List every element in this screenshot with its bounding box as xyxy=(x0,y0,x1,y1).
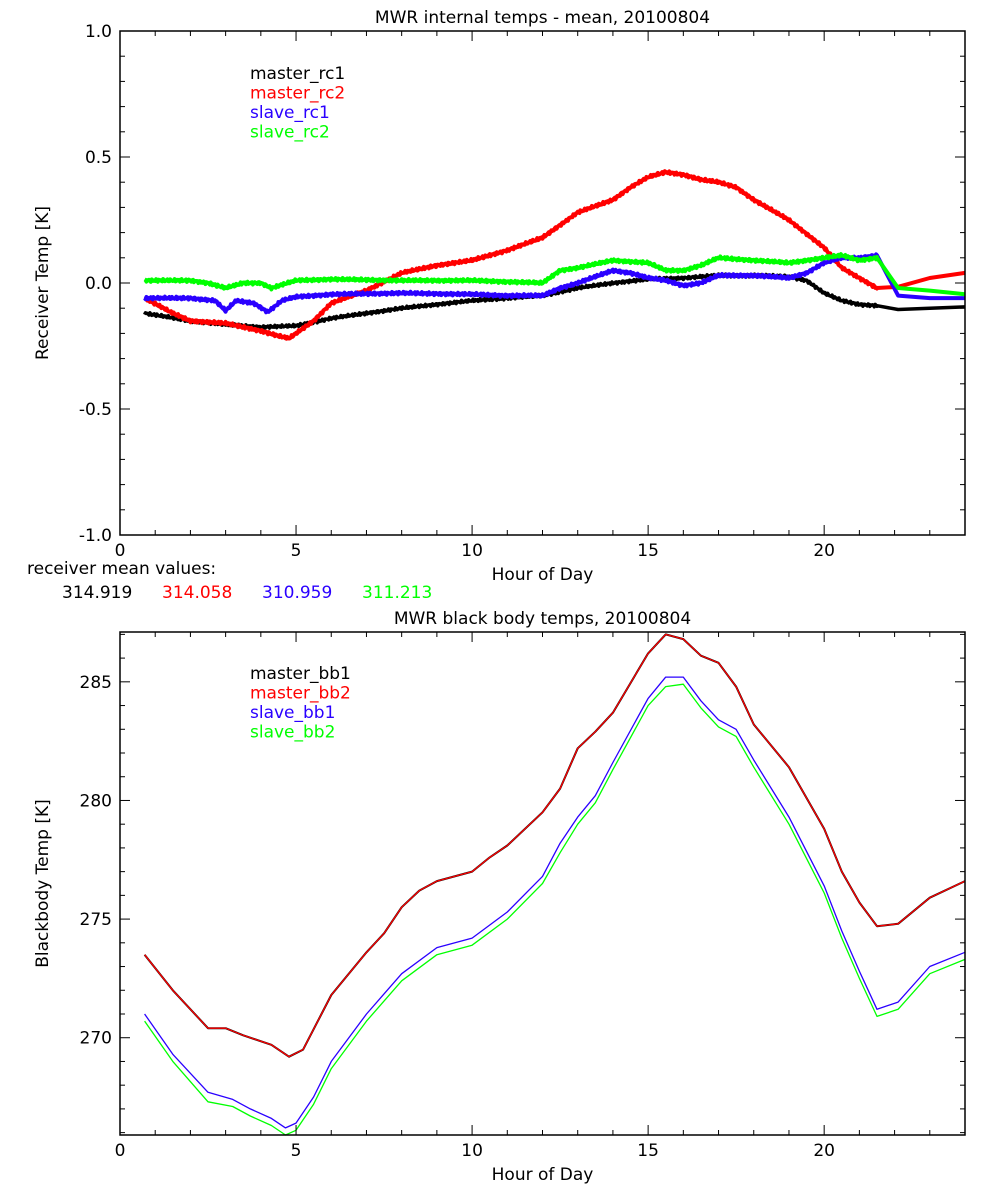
legend-entry: slave_bb2 xyxy=(250,723,335,743)
x-tick-label: 10 xyxy=(461,1141,483,1161)
y-axis-label: Receiver Temp [K] xyxy=(33,206,53,360)
receiver-mean-values: receiver mean values: 314.919 314.058 310.9… xyxy=(27,559,432,603)
x-axis-label: Hour of Day xyxy=(492,1165,594,1185)
series-line-master_bb2 xyxy=(144,633,966,1058)
legend-entry: master_rc1 xyxy=(250,64,345,84)
chart-title: MWR internal temps - mean, 20100804 xyxy=(375,8,710,28)
y-tick-label: 0.0 xyxy=(85,274,112,294)
chart-title: MWR black body temps, 20100804 xyxy=(394,609,691,629)
annotation-value: 314.919 xyxy=(62,583,132,603)
series-line-slave_rc2 xyxy=(143,252,966,297)
y-tick-label: 275 xyxy=(80,910,112,930)
legend-entry: master_rc2 xyxy=(250,84,345,104)
x-tick-label: 5 xyxy=(291,1141,302,1161)
y-tick-label: 0.5 xyxy=(85,148,112,168)
y-tick-label: -0.5 xyxy=(79,400,112,420)
annotation-value: 310.959 xyxy=(262,583,332,603)
x-axis-label: Hour of Day xyxy=(492,565,594,585)
y-tick-label: -1.0 xyxy=(79,526,112,546)
legend-entry: master_bb2 xyxy=(250,684,351,704)
series-line-slave_bb1 xyxy=(144,676,966,1129)
annotation-label: receiver mean values: xyxy=(27,559,216,579)
x-tick-label: 10 xyxy=(461,541,483,561)
x-tick-label: 0 xyxy=(115,541,126,561)
y-axis-label: Blackbody Temp [K] xyxy=(33,799,53,968)
y-tick-label: 280 xyxy=(80,791,112,811)
series-line-slave_bb2 xyxy=(144,683,966,1136)
annotation-value: 311.213 xyxy=(362,583,432,603)
chart-panel-1: MWR internal temps - mean, 20100804 0 5 10 1… xyxy=(27,8,966,603)
x-tick-label: 20 xyxy=(813,1141,835,1161)
y-tick-label: 285 xyxy=(80,673,112,693)
x-tick-label: 15 xyxy=(637,541,659,561)
series-line-slave_rc1 xyxy=(143,252,965,315)
series-line-master_rc1 xyxy=(143,272,966,331)
legend-entry: slave_rc2 xyxy=(250,123,330,143)
annotation-value: 314.058 xyxy=(162,583,232,603)
legend-entry: slave_bb1 xyxy=(250,703,335,723)
series-line-master_rc2 xyxy=(143,169,966,341)
x-tick-label: 15 xyxy=(637,1141,659,1161)
x-tick-label: 5 xyxy=(291,541,302,561)
x-tick-label: 0 xyxy=(115,1141,126,1161)
chart-panel-2: MWR black body temps, 20100804 0 5 10 15 20 27… xyxy=(33,609,966,1185)
legend-entry: master_bb1 xyxy=(250,664,351,684)
y-tick-label: 270 xyxy=(80,1029,112,1049)
legend-entry: slave_rc1 xyxy=(250,103,330,123)
y-tick-label: 1.0 xyxy=(85,22,112,42)
x-tick-label: 20 xyxy=(813,541,835,561)
